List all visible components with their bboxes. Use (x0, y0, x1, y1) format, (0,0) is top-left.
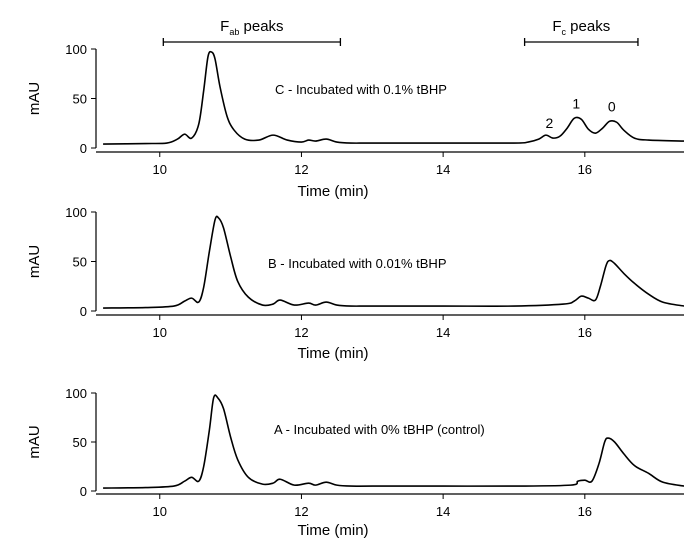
x-tick-label: 10 (153, 325, 167, 340)
x-tick-label: 14 (436, 162, 450, 177)
bracket-ab-peaks: Fab peaks (162, 18, 342, 46)
y-tick-label: 50 (73, 255, 87, 270)
y-tick-label: 0 (80, 484, 87, 499)
bracket-label: Fab peaks (220, 18, 283, 37)
panel-a: 0 50 100 mAU 10 12 14 16 Time (min) A - Incubated… (26, 386, 684, 539)
panel-annotation: A - Incubated with 0% tBHP (control) (274, 422, 485, 437)
x-tick-label: 12 (294, 162, 308, 177)
bracket-label: Fc peaks (552, 18, 610, 37)
panel-annotation: C - Incubated with 0.1% tBHP (275, 82, 447, 97)
trace-line-panel-c (103, 50, 684, 145)
x-axis-title: Time (min) (297, 345, 368, 362)
trace-line-panel-b (103, 215, 684, 309)
x-axis-title: Time (min) (297, 183, 368, 200)
x-tick-label: 16 (578, 325, 592, 340)
panel-annotation: B - Incubated with 0.01% tBHP (268, 256, 446, 271)
y-tick-label: 0 (80, 141, 87, 156)
y-tick-label: 100 (65, 42, 87, 57)
y-axis-title: mAU (26, 425, 43, 458)
x-tick-label: 12 (294, 504, 308, 519)
y-axis-title: mAU (26, 245, 43, 278)
y-tick-label: 0 (80, 304, 87, 319)
x-tick-label: 14 (436, 325, 450, 340)
bracket-c-peaks: Fc peaks (523, 18, 639, 46)
y-tick-label: 100 (65, 205, 87, 220)
x-tick-label: 10 (153, 162, 167, 177)
trace-line-panel-a (103, 394, 684, 489)
x-tick-label: 10 (153, 504, 167, 519)
peak-label-0: 0 (608, 98, 616, 114)
y-tick-label: 50 (73, 435, 87, 450)
x-axis-title: Time (min) (297, 522, 368, 539)
peak-label-2: 2 (545, 115, 553, 131)
x-tick-label: 14 (436, 504, 450, 519)
y-tick-label: 100 (65, 386, 87, 401)
panel-b: 0 50 100 mAU 10 12 14 16 Time (min) B - Incubated… (26, 205, 684, 362)
y-axis-title: mAU (26, 82, 43, 115)
x-tick-label: 16 (578, 504, 592, 519)
x-tick-label: 16 (578, 162, 592, 177)
y-tick-label: 50 (73, 92, 87, 107)
x-tick-label: 12 (294, 325, 308, 340)
peak-label-1: 1 (572, 95, 580, 111)
